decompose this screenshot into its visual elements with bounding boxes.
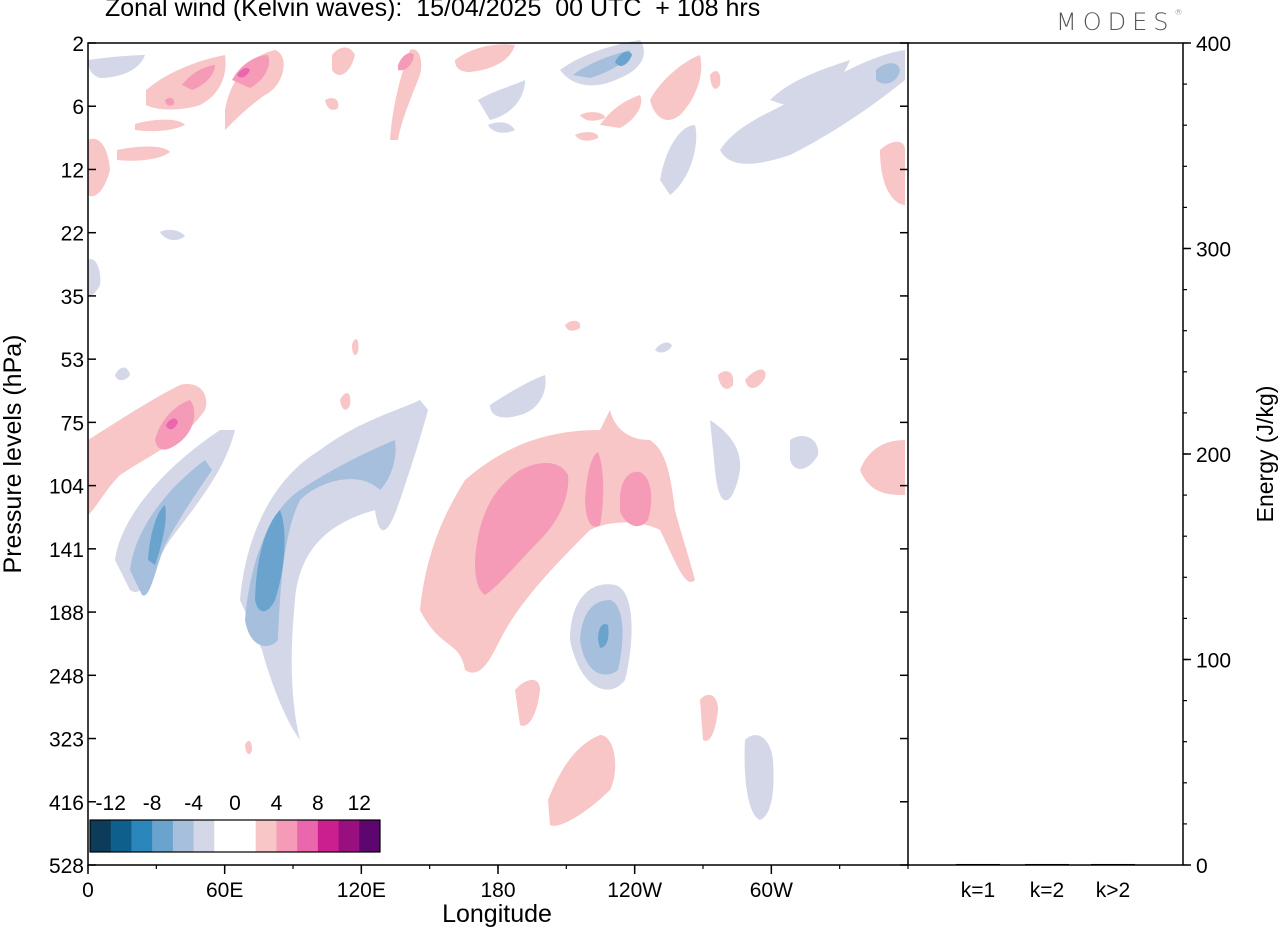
- colorbar-swatch: [152, 820, 174, 852]
- energy-tick-label: 300: [1196, 239, 1231, 262]
- energy-bar: [1091, 863, 1135, 865]
- colorbar-swatch: [90, 820, 112, 852]
- colorbar-label: -8: [143, 792, 162, 815]
- colorbar-swatch: [297, 820, 319, 852]
- y-tick-label: 528: [49, 855, 84, 878]
- x-axis-label: Longitude: [442, 900, 552, 928]
- x-tick-label: 180: [480, 879, 515, 902]
- energy-bar: [956, 863, 1000, 865]
- colorbar-swatch: [172, 820, 195, 852]
- colorbar-swatch: [338, 820, 360, 852]
- y-axis-label: Pressure levels (hPa): [0, 335, 27, 574]
- brand-logo: MODES®: [1056, 8, 1183, 36]
- colorbar-swatch: [255, 820, 277, 852]
- y-tick-label: 248: [49, 665, 84, 688]
- y-tick-label: 323: [49, 729, 84, 752]
- y-tick-label: 104: [49, 476, 84, 499]
- energy-category-label: k=1: [961, 879, 995, 902]
- y-tick-label: 35: [61, 286, 84, 309]
- y-tick-label: 6: [72, 96, 84, 119]
- y-tick-label: 12: [61, 159, 84, 182]
- y-tick-label: 188: [49, 602, 84, 625]
- colorbar-swatch: [359, 820, 381, 852]
- colorbar-swatch: [235, 820, 257, 852]
- colorbar-label: 4: [271, 792, 283, 815]
- contour-field: [88, 40, 905, 826]
- colorbar-label: -4: [184, 792, 203, 815]
- colorbar-swatch: [276, 820, 298, 852]
- x-tick-label: 60E: [206, 879, 243, 902]
- longitude-axis: 0 60E 120E 180 120W 60W: [82, 865, 909, 902]
- y-tick-label: 141: [49, 539, 84, 562]
- energy-bar: [1025, 863, 1069, 865]
- x-tick-label: 0: [82, 879, 94, 902]
- y-tick-label: 75: [61, 412, 84, 435]
- colorbar: -12 -8 -4 0 4 8 12: [89, 792, 381, 853]
- colorbar-label: -12: [96, 792, 126, 815]
- contours-negative-strong: [148, 51, 632, 648]
- chart-title: Zonal wind (Kelvin waves): 15/04/2025 00…: [105, 0, 761, 22]
- energy-tick-label: 200: [1196, 444, 1231, 467]
- energy-tick-label: 400: [1196, 33, 1231, 56]
- colorbar-frame: [89, 819, 381, 853]
- colorbar-swatch: [131, 820, 153, 852]
- contours-negative-weak: [88, 40, 905, 820]
- colorbar-swatch: [214, 820, 236, 852]
- energy-tick-label: 0: [1196, 855, 1208, 878]
- y-tick-label: 416: [49, 792, 84, 815]
- energy-axis: 0 100 200 300 400: [1183, 33, 1231, 878]
- contours-positive-weak: [88, 44, 905, 826]
- energy-bars: k=1 k=2 k>2: [956, 863, 1135, 902]
- colorbar-label: 12: [348, 792, 371, 815]
- colorbar-swatch: [110, 820, 132, 852]
- brand-logo-text: MODES: [1056, 8, 1175, 36]
- colorbar-label: 0: [229, 792, 241, 815]
- colorbar-label: 8: [312, 792, 324, 815]
- energy-axis-label: Energy (J/kg): [1252, 386, 1278, 523]
- y-tick-label: 22: [61, 223, 84, 246]
- energy-category-label: k>2: [1096, 879, 1130, 902]
- y-tick-label: 53: [61, 349, 84, 372]
- contours-positive-mid: [155, 53, 652, 595]
- colorbar-swatch: [193, 820, 215, 852]
- x-tick-label: 60W: [750, 879, 793, 902]
- x-tick-label: 120W: [607, 879, 662, 902]
- pressure-axis: 2 6 12 22 35 53 75 104 141 188 248 323 416 528: [49, 33, 908, 878]
- x-tick-label: 120E: [337, 879, 386, 902]
- energy-tick-label: 100: [1196, 650, 1231, 673]
- contours-positive-strong: [166, 67, 250, 430]
- colorbar-swatch: [317, 820, 340, 852]
- y-tick-label: 2: [72, 33, 84, 56]
- energy-category-label: k=2: [1030, 879, 1064, 902]
